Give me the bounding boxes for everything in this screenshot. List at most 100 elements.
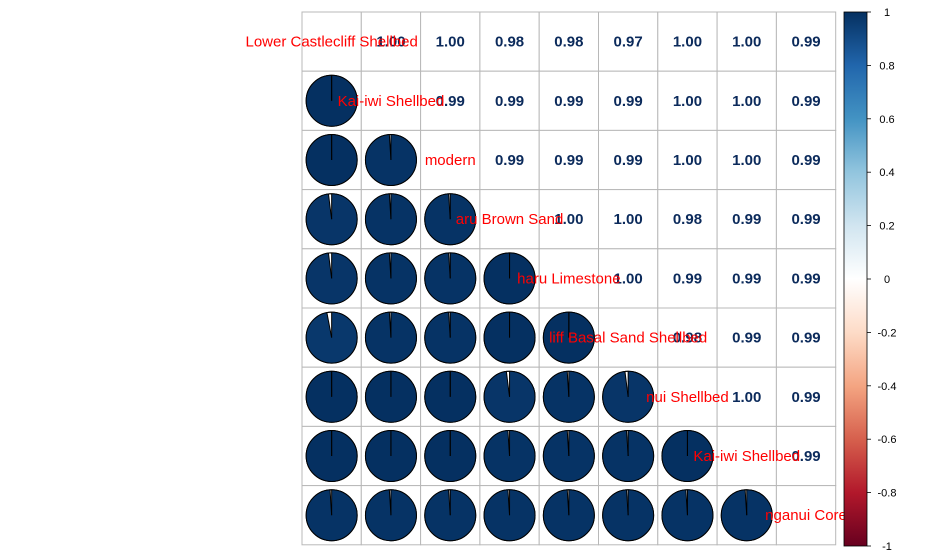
correlation-value: 0.99 bbox=[791, 330, 820, 347]
matrix-cell bbox=[420, 129, 481, 191]
correlation-value: 0.99 bbox=[673, 270, 702, 287]
correlation-pie bbox=[661, 489, 714, 542]
matrix-cell bbox=[716, 307, 777, 368]
matrix-marks: 1.00 1.00 0.98 0.98 0.97 1.00 1.00 0.99 0.99 0.99… bbox=[305, 34, 821, 542]
variable-label: Kai-iwi Shellbed bbox=[338, 93, 445, 110]
correlation-value: 1.00 bbox=[554, 211, 583, 228]
correlation-value: 1.00 bbox=[376, 34, 405, 51]
variable-label: aru Brown Sand bbox=[456, 211, 564, 228]
variable-label: Lower Castlecliff Shellbed bbox=[245, 34, 417, 51]
correlation-value: 1.00 bbox=[614, 211, 643, 228]
correlation-pie bbox=[661, 430, 714, 482]
correlation-value: 0.99 bbox=[614, 93, 643, 110]
correlation-value: 1.00 bbox=[732, 152, 761, 169]
correlation-value: 1.00 bbox=[436, 34, 465, 51]
matrix-cell bbox=[775, 129, 837, 191]
correlation-pie bbox=[542, 370, 595, 423]
correlation-pie bbox=[483, 252, 536, 305]
correlation-pie bbox=[364, 193, 417, 246]
correlation-pie bbox=[424, 370, 477, 423]
correlation-pie bbox=[424, 193, 477, 246]
correlation-value: 1.00 bbox=[673, 34, 702, 51]
colorbar-tick-label: -0.8 bbox=[878, 488, 897, 500]
variable-label: modern bbox=[425, 152, 476, 169]
colorbar-tick-label: 0.4 bbox=[879, 167, 894, 179]
matrix-cell bbox=[657, 129, 718, 191]
matrix-cell bbox=[301, 11, 362, 72]
correlation-pie bbox=[364, 311, 417, 364]
correlation-value: 1.00 bbox=[673, 93, 702, 110]
correlation-pie bbox=[305, 134, 358, 186]
correlation-pie bbox=[305, 74, 358, 127]
matrix-cell bbox=[716, 70, 777, 131]
correlation-value: 0.99 bbox=[554, 93, 583, 110]
colorbar: 1 0.8 0.6 0.4 0.2 0 -0.2 -0.4 -0.6 -0.8 -1 bbox=[843, 7, 897, 553]
correlation-pie bbox=[305, 311, 358, 364]
matrix-cell bbox=[775, 425, 837, 487]
correlation-pie bbox=[305, 252, 358, 305]
colorbar-tick-label: -0.4 bbox=[878, 381, 897, 393]
correlation-value: 0.99 bbox=[791, 34, 820, 51]
correlation-value: 0.98 bbox=[673, 330, 702, 347]
correlation-pie bbox=[424, 311, 477, 364]
variable-label: nui Shellbed bbox=[646, 389, 729, 406]
matrix-cell bbox=[598, 11, 659, 72]
correlation-pie bbox=[542, 430, 595, 482]
correlation-pie bbox=[364, 134, 417, 186]
matrix-cell bbox=[657, 366, 718, 427]
matrix-cell bbox=[657, 248, 718, 309]
correlation-pie bbox=[542, 489, 595, 542]
correlation-value: 0.99 bbox=[732, 270, 761, 287]
correlation-pie bbox=[305, 430, 358, 482]
correlation-pie bbox=[483, 370, 536, 423]
correlation-pie bbox=[424, 252, 477, 305]
correlation-value: 0.99 bbox=[495, 93, 524, 110]
correlation-value: 0.99 bbox=[791, 448, 820, 465]
variable-label: nganui Core bbox=[765, 507, 847, 524]
matrix-cell bbox=[538, 70, 600, 131]
correlation-pie bbox=[364, 370, 417, 423]
matrix-cell bbox=[598, 248, 659, 309]
matrix-cell bbox=[775, 485, 837, 546]
correlation-pie bbox=[483, 489, 536, 542]
correlation-value: 0.99 bbox=[791, 93, 820, 110]
correlation-pie bbox=[305, 370, 358, 423]
correlation-pie bbox=[602, 489, 655, 542]
correlation-value: 0.99 bbox=[791, 152, 820, 169]
correlation-pie bbox=[483, 430, 536, 482]
correlation-pie bbox=[602, 430, 655, 482]
matrix-cell bbox=[420, 70, 481, 131]
colorbar-tick-label: 0.2 bbox=[879, 221, 894, 233]
correlation-pie bbox=[483, 311, 536, 364]
matrix-cell bbox=[775, 70, 837, 131]
correlation-value: 0.99 bbox=[791, 211, 820, 228]
correlation-pie bbox=[364, 430, 417, 482]
colorbar-tick-label: -1 bbox=[882, 541, 892, 553]
correlation-value: 0.98 bbox=[673, 211, 702, 228]
correlation-value: 0.99 bbox=[732, 330, 761, 347]
matrix-cell bbox=[716, 11, 777, 72]
variable-label: liff Basal Sand Shellbed bbox=[549, 330, 707, 347]
colorbar-tick-label: 1 bbox=[884, 7, 890, 19]
correlation-value: 0.99 bbox=[436, 93, 465, 110]
correlation-pie bbox=[305, 489, 358, 542]
correlation-value: 1.00 bbox=[732, 34, 761, 51]
correlation-value: 0.97 bbox=[614, 34, 643, 51]
colorbar-tick-label: -0.2 bbox=[878, 327, 897, 339]
correlation-pie bbox=[364, 489, 417, 542]
colorbar-tick-label: -0.6 bbox=[878, 434, 897, 446]
correlation-pie bbox=[602, 370, 655, 423]
matrix-cell bbox=[479, 189, 540, 250]
colorbar-tick-label: 0 bbox=[884, 274, 890, 286]
variable-label: Kai-iwi Shellbed bbox=[693, 448, 800, 465]
colorbar-gradient bbox=[843, 11, 868, 547]
correlation-value: 0.99 bbox=[554, 152, 583, 169]
colorbar-tick-label: 0.6 bbox=[879, 114, 894, 126]
correlation-pie bbox=[364, 252, 417, 305]
correlation-value: 0.99 bbox=[791, 270, 820, 287]
matrix-cell bbox=[657, 70, 718, 131]
correlation-pie bbox=[542, 311, 595, 364]
correlation-value: 1.00 bbox=[732, 93, 761, 110]
matrix-cell bbox=[360, 11, 422, 72]
